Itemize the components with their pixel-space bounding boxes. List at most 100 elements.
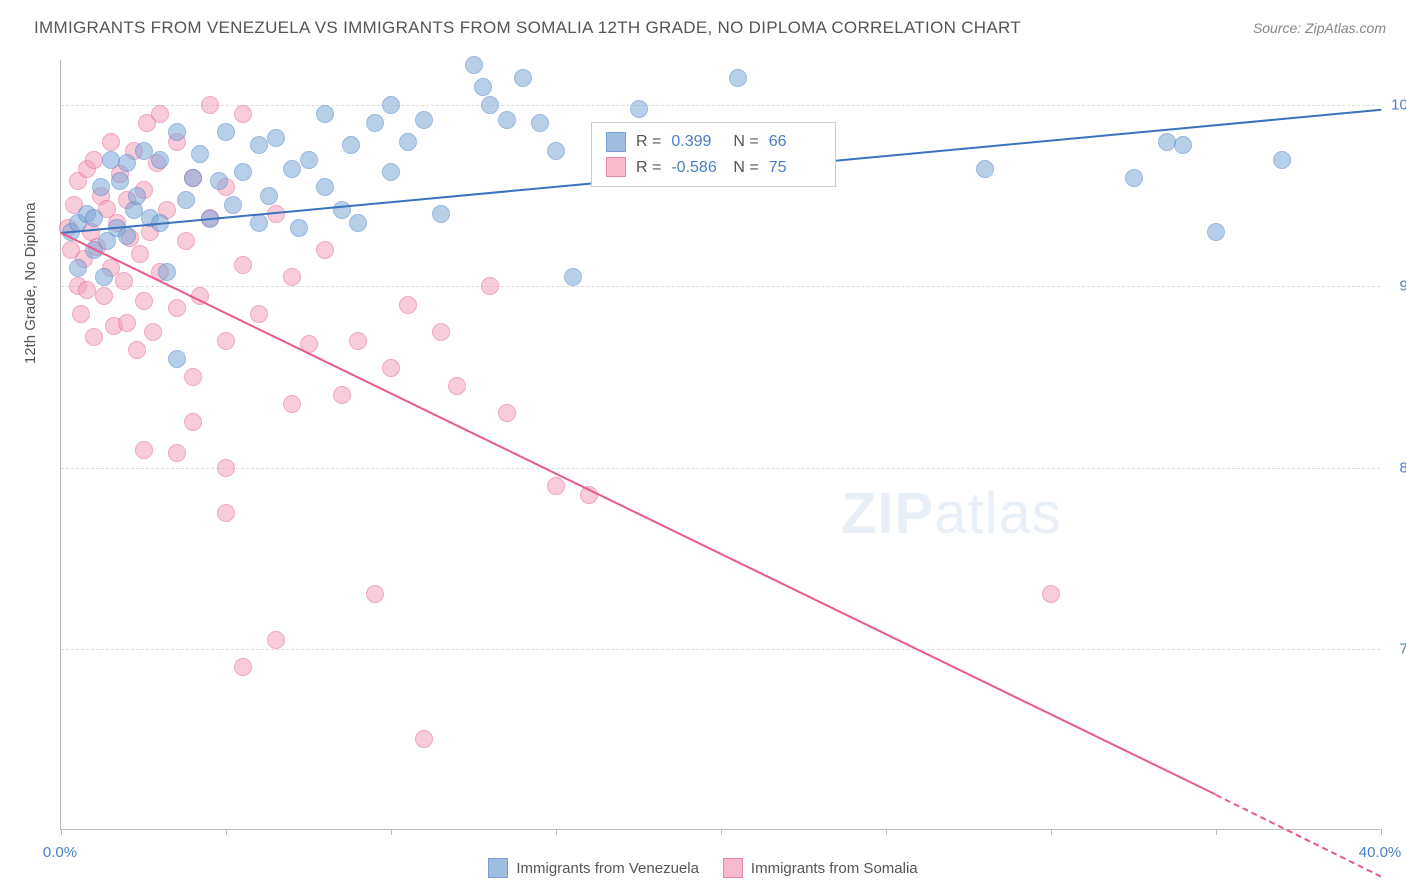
venezuela-point: [531, 114, 549, 132]
gridline-h: [61, 286, 1380, 287]
venezuela-point: [267, 129, 285, 147]
x-tick: [886, 829, 887, 835]
somalia-point: [349, 332, 367, 350]
venezuela-point: [1273, 151, 1291, 169]
venezuela-point: [95, 268, 113, 286]
somalia-point: [1042, 585, 1060, 603]
somalia-point: [201, 96, 219, 114]
venezuela-point: [191, 145, 209, 163]
x-tick: [721, 829, 722, 835]
venezuela-point: [168, 123, 186, 141]
somalia-point: [144, 323, 162, 341]
somalia-point: [168, 299, 186, 317]
x-tick: [556, 829, 557, 835]
venezuela-point: [498, 111, 516, 129]
somalia-point: [85, 151, 103, 169]
venezuela-point: [250, 214, 268, 232]
venezuela-point: [210, 172, 228, 190]
venezuela-point: [135, 142, 153, 160]
somalia-point: [177, 232, 195, 250]
venezuela-point: [102, 151, 120, 169]
somalia-point: [217, 332, 235, 350]
swatch-venezuela-icon: [488, 858, 508, 878]
venezuela-point: [260, 187, 278, 205]
venezuela-point: [1158, 133, 1176, 151]
venezuela-point: [316, 178, 334, 196]
venezuela-point: [250, 136, 268, 154]
venezuela-point: [976, 160, 994, 178]
source-attribution: Source: ZipAtlas.com: [1253, 20, 1386, 36]
somalia-point: [118, 314, 136, 332]
x-tick: [391, 829, 392, 835]
venezuela-point: [729, 69, 747, 87]
x-tick: [61, 829, 62, 835]
venezuela-point: [151, 151, 169, 169]
venezuela-point: [630, 100, 648, 118]
somalia-point: [234, 256, 252, 274]
y-tick-label: 90.0%: [1399, 278, 1406, 295]
venezuela-point: [217, 123, 235, 141]
venezuela-point: [234, 163, 252, 181]
venezuela-point: [92, 178, 110, 196]
venezuela-point: [342, 136, 360, 154]
venezuela-point: [333, 201, 351, 219]
venezuela-point: [399, 133, 417, 151]
somalia-point: [283, 395, 301, 413]
venezuela-point: [382, 96, 400, 114]
legend-bottom: Immigrants from Venezuela Immigrants fro…: [0, 858, 1406, 878]
venezuela-point: [85, 209, 103, 227]
legend-row-venezuela: R = 0.399 N = 66: [606, 129, 821, 155]
venezuela-point: [290, 219, 308, 237]
somalia-point: [95, 287, 113, 305]
venezuela-point: [224, 196, 242, 214]
gridline-h: [61, 649, 1380, 650]
venezuela-point: [69, 259, 87, 277]
venezuela-point: [366, 114, 384, 132]
somalia-point: [217, 504, 235, 522]
somalia-point: [481, 277, 499, 295]
venezuela-point: [474, 78, 492, 96]
venezuela-point: [547, 142, 565, 160]
gridline-h: [61, 468, 1380, 469]
venezuela-point: [177, 191, 195, 209]
somalia-point: [85, 328, 103, 346]
venezuela-point: [382, 163, 400, 181]
somalia-point: [333, 386, 351, 404]
legend-item-somalia: Immigrants from Somalia: [723, 858, 918, 878]
x-tick: [226, 829, 227, 835]
x-tick-label: 40.0%: [1359, 844, 1402, 861]
y-axis-title: 12th Grade, No Diploma: [22, 202, 39, 364]
somalia-point: [184, 413, 202, 431]
somalia-point: [217, 459, 235, 477]
legend-stats-box: R = 0.399 N = 66 R = -0.586 N = 75: [591, 122, 836, 187]
header-bar: IMMIGRANTS FROM VENEZUELA VS IMMIGRANTS …: [34, 18, 1386, 38]
somalia-point: [432, 323, 450, 341]
somalia-point: [283, 268, 301, 286]
venezuela-point: [514, 69, 532, 87]
somalia-point: [234, 658, 252, 676]
x-tick: [1381, 829, 1382, 835]
somalia-point: [102, 133, 120, 151]
somalia-point: [151, 105, 169, 123]
somalia-point: [128, 341, 146, 359]
somalia-point: [498, 404, 516, 422]
x-tick: [1051, 829, 1052, 835]
plot-area: ZIPatlas R = 0.399 N = 66 R = -0.586 N =…: [60, 60, 1380, 830]
y-tick-label: 70.0%: [1399, 640, 1406, 657]
y-tick-label: 100.0%: [1391, 97, 1406, 114]
chart-title: IMMIGRANTS FROM VENEZUELA VS IMMIGRANTS …: [34, 18, 1021, 38]
venezuela-point: [300, 151, 318, 169]
venezuela-point: [128, 187, 146, 205]
venezuela-point: [432, 205, 450, 223]
venezuela-point: [1174, 136, 1192, 154]
somalia-point: [72, 305, 90, 323]
somalia-point: [168, 444, 186, 462]
somalia-point: [316, 241, 334, 259]
somalia-point: [131, 245, 149, 263]
somalia-point: [366, 585, 384, 603]
venezuela-point: [118, 227, 136, 245]
somalia-point: [184, 368, 202, 386]
somalia-point: [250, 305, 268, 323]
venezuela-point: [184, 169, 202, 187]
y-tick-label: 80.0%: [1399, 459, 1406, 476]
